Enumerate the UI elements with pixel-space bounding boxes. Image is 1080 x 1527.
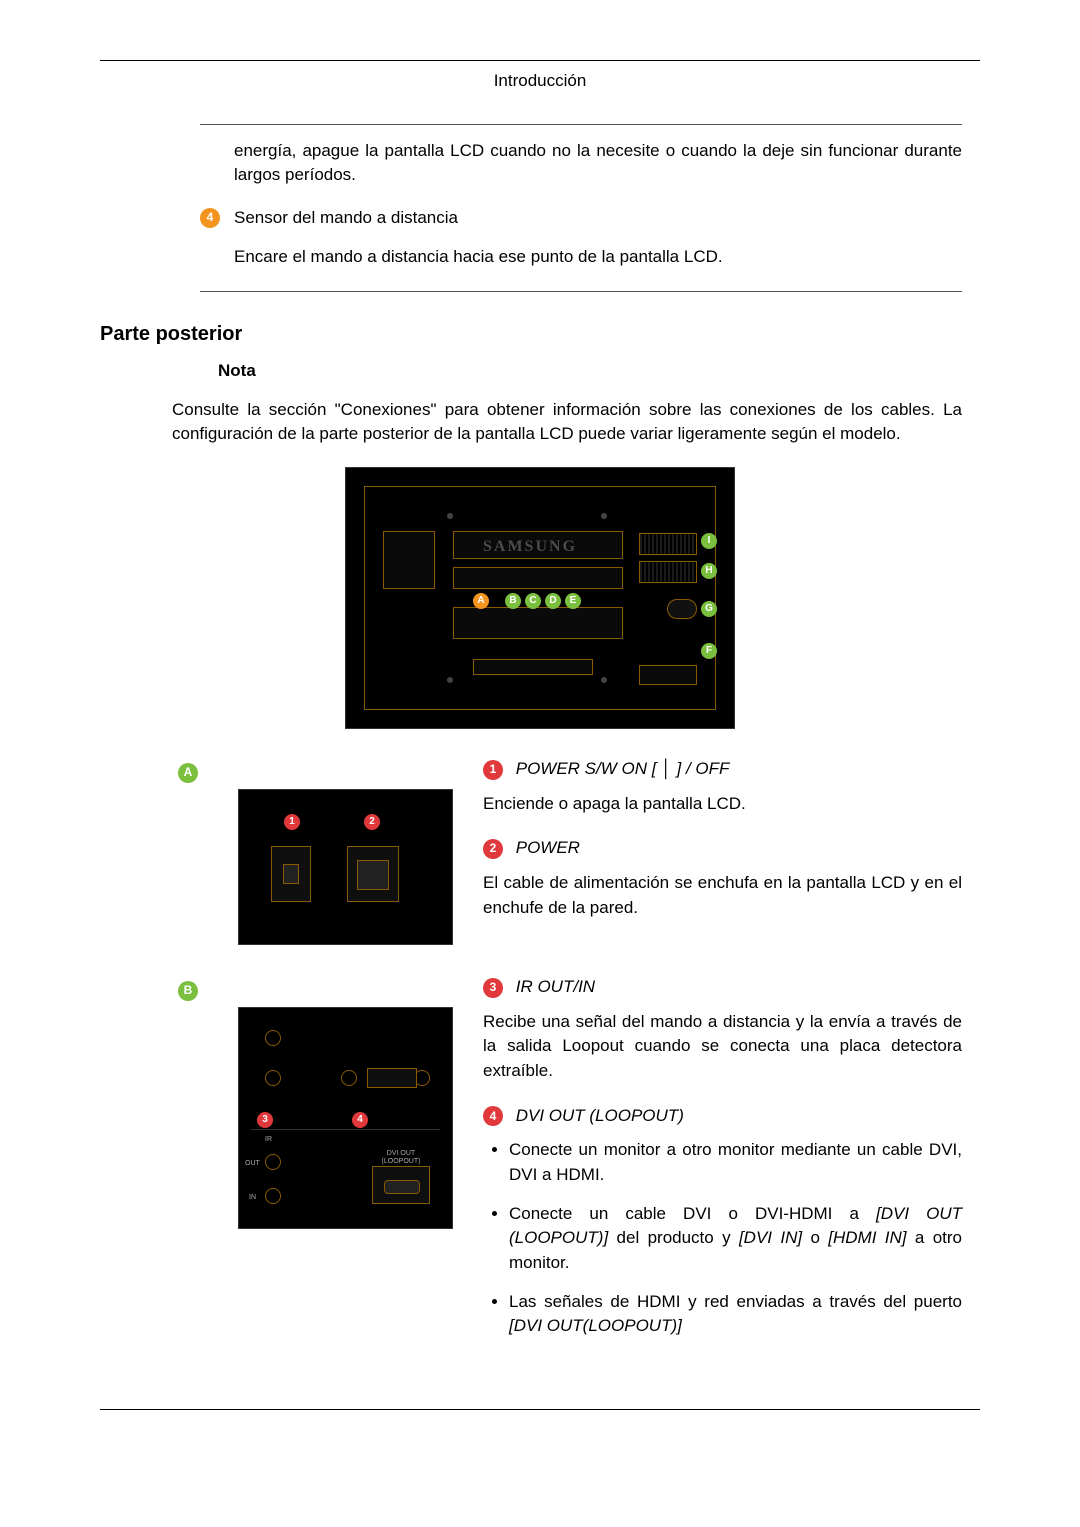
separator: [200, 291, 962, 292]
panel-badge-G: G: [701, 601, 717, 617]
item-body-3: Recibe una señal del mando a distancia y…: [483, 1010, 962, 1084]
bullet-3: Las señales de HDMI y red enviadas a tra…: [509, 1290, 962, 1339]
header-rule: [100, 60, 980, 61]
item-4-bullets: Conecte un monitor a otro monitor median…: [483, 1138, 962, 1338]
section-title: Parte posterior: [100, 320, 980, 349]
thumb-badge-4: 4: [352, 1112, 368, 1128]
panel-badge-F: F: [701, 643, 717, 659]
ir-label: IR: [265, 1136, 272, 1144]
brand-label: SAMSUNG: [483, 535, 577, 558]
item-badge-3: 3: [483, 978, 503, 998]
panel-badge-H: H: [701, 563, 717, 579]
panel-badge-E: E: [565, 593, 581, 609]
item-badge-4: 4: [483, 1106, 503, 1126]
page-header-title: Introducción: [100, 69, 980, 94]
panel-badge-A: A: [473, 593, 489, 609]
bullet-2: Conecte un cable DVI o DVI-HDMI a [DVI O…: [509, 1202, 962, 1276]
item-title-4: DVI OUT (LOOPOUT): [516, 1106, 684, 1125]
item-title-3: IR OUT/IN: [516, 977, 595, 996]
nota-body: Consulte la sección "Conexiones" para ob…: [172, 398, 962, 447]
thumb-badge-1: 1: [284, 814, 300, 830]
bullet-1: Conecte un monitor a otro monitor median…: [509, 1138, 962, 1187]
thumb-badge-2: 2: [364, 814, 380, 830]
out-label: OUT: [245, 1160, 260, 1168]
panel-badge-I: I: [701, 533, 717, 549]
in-label: IN: [249, 1194, 256, 1202]
continuation-text: energía, apague la pantalla LCD cuando n…: [234, 139, 962, 188]
panel-badge-D: D: [545, 593, 561, 609]
item-badge-1: 1: [483, 760, 503, 780]
sensor-body: Encare el mando a distancia hacia ese pu…: [234, 245, 723, 270]
panel-badge-B: B: [505, 593, 521, 609]
item-body-1: Enciende o apaga la pantalla LCD.: [483, 792, 962, 817]
nota-label: Nota: [218, 359, 980, 384]
group-B-thumb: 3 4 IR OUT IN DVI OUT(LOOPOUT): [238, 1007, 453, 1229]
group-A-thumb: 1 2: [238, 789, 453, 945]
rear-panel-figure: SAMSUNG A B C D E I H G F: [345, 467, 735, 729]
thumb-badge-3: 3: [257, 1112, 273, 1128]
dvi-label: DVI OUT(LOOPOUT): [376, 1150, 426, 1165]
footer-rule: [100, 1409, 980, 1410]
sensor-title: Sensor del mando a distancia: [234, 206, 723, 231]
callout-badge-4: 4: [200, 208, 220, 228]
group-badge-A: A: [178, 763, 198, 783]
continuation-block: energía, apague la pantalla LCD cuando n…: [200, 124, 962, 293]
item-body-2: El cable de alimentación se enchufa en l…: [483, 871, 962, 920]
item-badge-2: 2: [483, 839, 503, 859]
separator: [200, 124, 962, 125]
group-badge-B: B: [178, 981, 198, 1001]
item-title-2: POWER: [516, 838, 580, 857]
panel-badge-C: C: [525, 593, 541, 609]
item-title-1: POWER S/W ON [ │ ] / OFF: [516, 759, 730, 778]
